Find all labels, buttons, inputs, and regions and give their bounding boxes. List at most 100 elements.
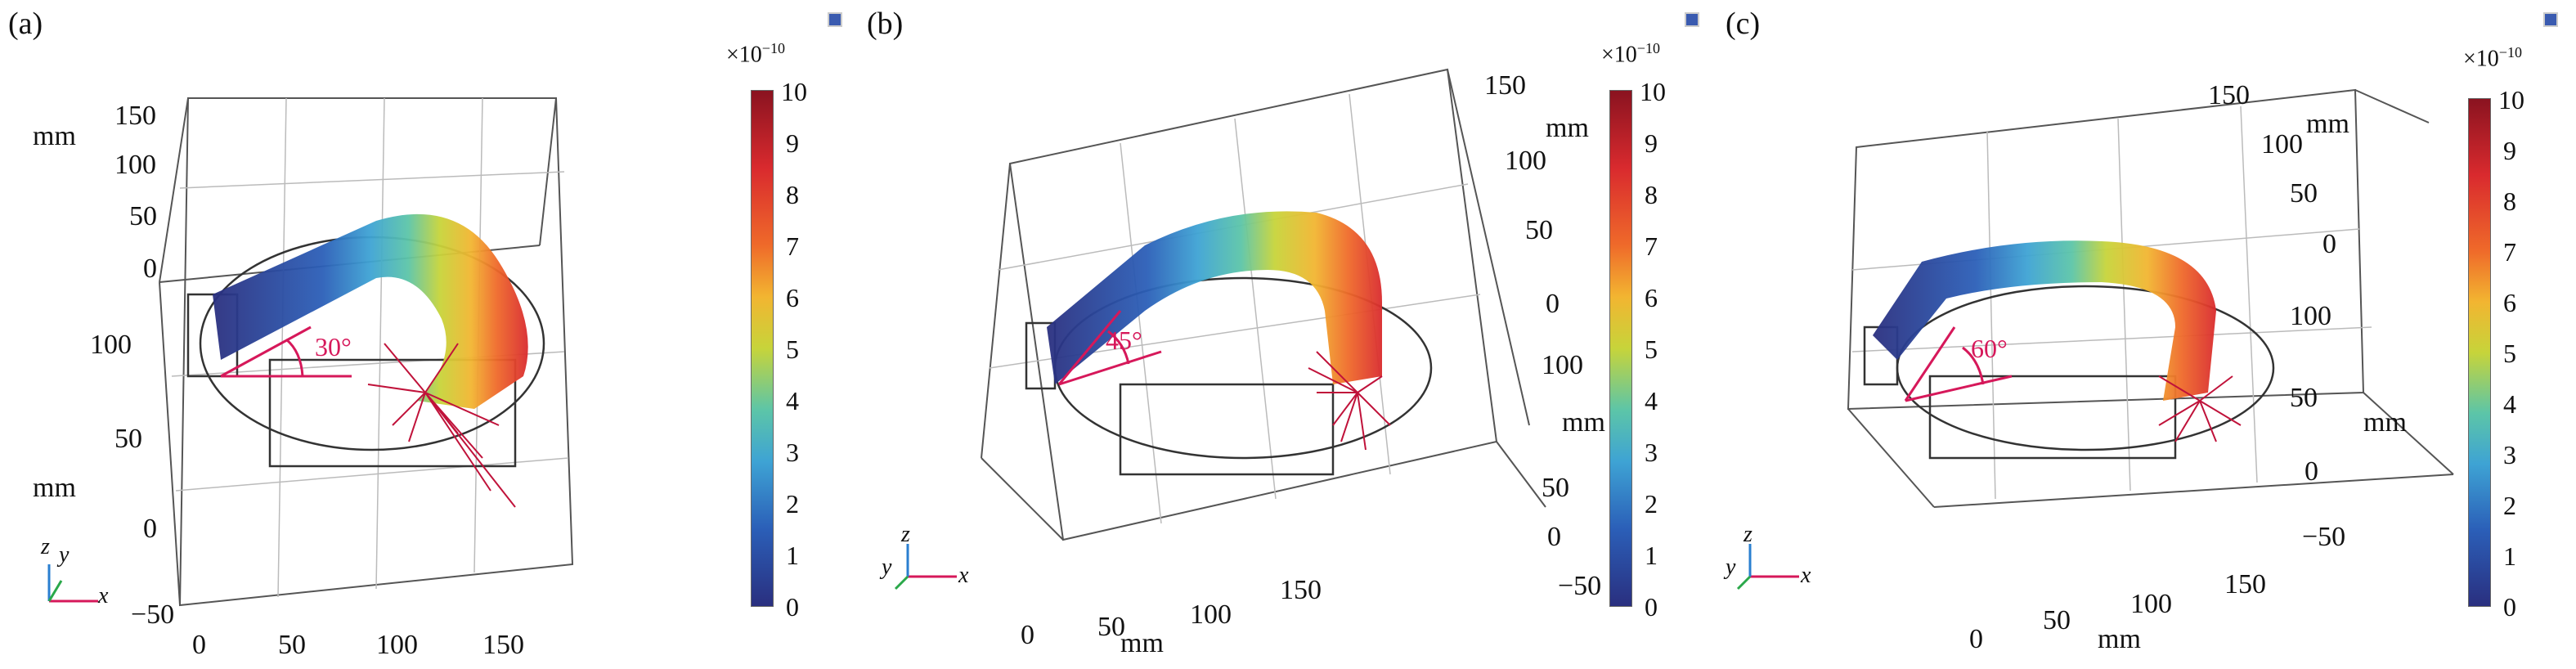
colorbar-tick: 6 xyxy=(2503,288,2516,317)
colorbar-tick: 2 xyxy=(786,489,799,519)
plot-3d-view xyxy=(1736,88,2454,590)
grid-lines xyxy=(989,93,1481,524)
tick-h: 50 xyxy=(278,630,306,660)
tick-h: 50 xyxy=(1097,612,1125,642)
panel-a: (a) xyxy=(0,0,859,669)
colorbar-tick: 4 xyxy=(1645,386,1658,415)
axis-triad xyxy=(47,564,98,603)
panel-label: (a) xyxy=(8,7,43,41)
tick-h: 150 xyxy=(482,630,524,660)
axis-unit: mm xyxy=(1120,628,1164,658)
bounding-box xyxy=(1847,88,2454,508)
tick-v2: 100 xyxy=(90,330,132,360)
colorbar-tick: 4 xyxy=(2503,389,2516,419)
axis-unit: mm xyxy=(33,121,76,151)
colorbar-tick: 10 xyxy=(1640,77,1666,106)
vector-burst xyxy=(1308,351,1391,451)
colorbar-tick: 9 xyxy=(2503,136,2516,165)
tick-v1: 0 xyxy=(2322,229,2336,259)
colorbar-tick: 1 xyxy=(1645,541,1658,570)
colorbar-tick: 10 xyxy=(2498,85,2524,114)
tick-h: 100 xyxy=(1190,599,1232,630)
colorbar-tick: 8 xyxy=(786,180,799,209)
colorbar-tick: 3 xyxy=(786,438,799,467)
axis-triad xyxy=(894,544,957,590)
colorbar-icon xyxy=(1685,12,1699,27)
angle-label: 30° xyxy=(315,332,352,361)
axis-unit: mm xyxy=(2098,624,2141,654)
tick-h: 0 xyxy=(1969,624,1983,654)
tick-v1: 50 xyxy=(1525,215,1553,245)
tick-v1: 150 xyxy=(2208,80,2250,110)
axis-label-x: x xyxy=(958,563,969,588)
colorbar xyxy=(2468,98,2491,607)
flow-band xyxy=(213,213,528,409)
tick-v2: 0 xyxy=(2304,456,2318,487)
colorbar-tick: 10 xyxy=(781,77,807,106)
axis-label-z: z xyxy=(901,522,910,547)
angle-label: 45° xyxy=(1106,326,1142,355)
flow-band xyxy=(1873,240,2216,401)
tick-v1: 0 xyxy=(1546,289,1560,319)
angle-marker xyxy=(220,326,352,378)
vector-burst xyxy=(2158,375,2242,442)
tick-v2: −50 xyxy=(2302,522,2346,552)
tick-v2: 50 xyxy=(2290,383,2318,413)
axis-label-y: y xyxy=(1726,555,1736,580)
tick-v2: 100 xyxy=(2290,301,2331,331)
colorbar-tick: 9 xyxy=(786,128,799,158)
tick-v1: 150 xyxy=(1484,70,1526,101)
colorbar-tick: 3 xyxy=(1645,438,1658,467)
colorbar-tick: 0 xyxy=(2503,592,2516,622)
colorbar-tick: 7 xyxy=(2503,237,2516,267)
plot-3d-view xyxy=(47,97,574,607)
axis-unit: mm xyxy=(2363,407,2407,438)
axis-label-x: x xyxy=(1801,563,1811,588)
colorbar xyxy=(751,90,774,607)
angle-marker xyxy=(1904,326,2013,402)
axis-label-z: z xyxy=(1744,522,1752,547)
axis-label-x: x xyxy=(98,583,109,608)
colorbar-multiplier: ×10−10 xyxy=(2463,44,2522,72)
colorbar-tick: 3 xyxy=(2503,440,2516,469)
colorbar-tick: 5 xyxy=(786,334,799,364)
colorbar-tick: 6 xyxy=(1645,283,1658,312)
tick-v1: 150 xyxy=(114,101,156,131)
axis-unit: mm xyxy=(33,473,76,503)
colorbar-multiplier: ×10−10 xyxy=(726,40,785,68)
colorbar-tick: 8 xyxy=(1645,180,1658,209)
tick-v1: 50 xyxy=(2290,178,2318,209)
axis-label-y: y xyxy=(59,542,70,568)
plot-3d-view xyxy=(894,68,1546,590)
tick-v2: 100 xyxy=(1542,350,1583,380)
axis-triad xyxy=(1736,544,1799,590)
colorbar-tick: 0 xyxy=(1645,592,1658,622)
axis-unit: mm xyxy=(1562,407,1605,438)
axis-unit: mm xyxy=(2306,109,2349,139)
colorbar-tick: 0 xyxy=(786,592,799,622)
axis-unit: mm xyxy=(1546,113,1589,143)
tick-h: 150 xyxy=(2224,569,2266,599)
colorbar-tick: 2 xyxy=(1645,489,1658,519)
tick-v2: 50 xyxy=(1542,473,1569,503)
colorbar-tick: 1 xyxy=(2503,541,2516,571)
tick-h: 50 xyxy=(2043,605,2071,635)
colorbar-icon xyxy=(2543,12,2558,27)
colorbar-tick: 6 xyxy=(786,283,799,312)
tick-v1: 50 xyxy=(129,201,157,231)
colorbar-tick: 8 xyxy=(2503,186,2516,216)
colorbar-icon xyxy=(828,12,842,27)
tick-h: 100 xyxy=(376,630,418,660)
tick-v2: −50 xyxy=(1558,571,1602,601)
panel-label: (c) xyxy=(1726,7,1761,41)
colorbar xyxy=(1609,90,1632,607)
tick-h: 150 xyxy=(1280,575,1322,605)
colorbar-tick: 5 xyxy=(2503,339,2516,368)
angle-label: 60° xyxy=(1971,334,2008,363)
colorbar-tick: 9 xyxy=(1645,128,1658,158)
tick-h: 100 xyxy=(2130,589,2172,619)
colorbar-tick: 2 xyxy=(2503,491,2516,520)
tick-v1: 100 xyxy=(1505,146,1546,176)
colorbar-multiplier: ×10−10 xyxy=(1601,40,1660,68)
flow-band xyxy=(1047,211,1382,384)
